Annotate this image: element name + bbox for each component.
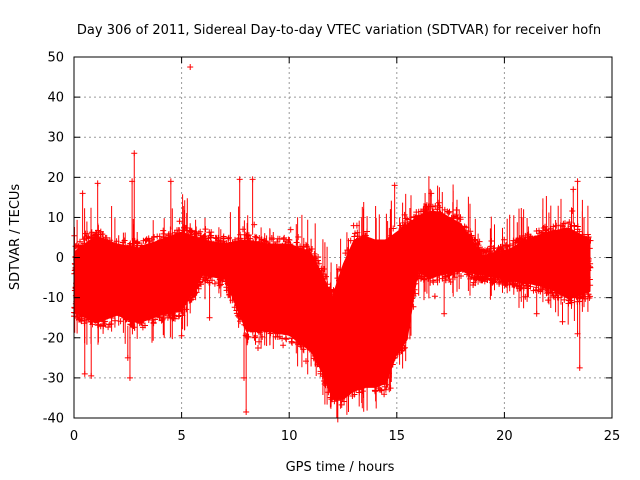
outlier-point [236, 176, 243, 235]
y-tick-label: -40 [43, 412, 64, 427]
chart-title: Day 306 of 2011, Sidereal Day-to-day VTE… [77, 23, 601, 38]
outlier-point [256, 337, 263, 345]
outlier-point [391, 182, 398, 228]
y-tick-label: 30 [47, 131, 64, 146]
outlier-point [249, 176, 256, 235]
x-tick-label: 5 [177, 429, 185, 444]
x-tick-label: 25 [604, 429, 621, 444]
axes: 0 5 10 15 20 25 -40 -30 -20 -10 0 10 20 30 40 50 [43, 51, 621, 445]
outlier-point [167, 178, 174, 230]
y-tick-label: -10 [43, 291, 64, 306]
data-series [71, 64, 594, 423]
outlier-point [428, 190, 435, 206]
outlier-point [88, 327, 95, 379]
y-tick-label: -20 [43, 331, 64, 346]
outlier-point [559, 302, 566, 325]
outlier-point [187, 64, 194, 71]
y-tick-label: 0 [56, 251, 64, 266]
outlier-point [574, 178, 581, 227]
outlier-point [81, 323, 88, 377]
y-tick-label: 10 [47, 211, 64, 226]
y-tick-label: -30 [43, 371, 64, 386]
outlier-point [570, 186, 577, 224]
outlier-point [243, 337, 250, 415]
data-spikes [74, 176, 589, 423]
x-tick-label: 20 [496, 429, 513, 444]
outlier-point [178, 317, 185, 339]
outlier-point [126, 326, 133, 381]
x-tick-label: 0 [70, 429, 78, 444]
x-tick-label: 10 [281, 429, 298, 444]
y-tick-label: 50 [47, 51, 64, 66]
outlier-point [124, 325, 131, 361]
y-axis-label: SDTVAR / TECUs [8, 184, 23, 291]
outlier-point [441, 280, 448, 317]
outlier-point [94, 180, 101, 231]
y-tick-label: 20 [47, 171, 64, 186]
outlier-point [576, 301, 583, 371]
outlier-point [129, 178, 136, 241]
plot-frame [73, 56, 613, 419]
outlier-point [241, 332, 248, 381]
outlier-point [79, 190, 86, 240]
y-tick-label: 40 [47, 91, 64, 106]
outlier-point [131, 150, 138, 241]
outlier-point [206, 282, 213, 321]
x-tick-label: 15 [389, 429, 406, 444]
outlier-point [533, 291, 540, 317]
x-axis-label: GPS time / hours [286, 460, 395, 475]
outlier-point [574, 302, 581, 337]
